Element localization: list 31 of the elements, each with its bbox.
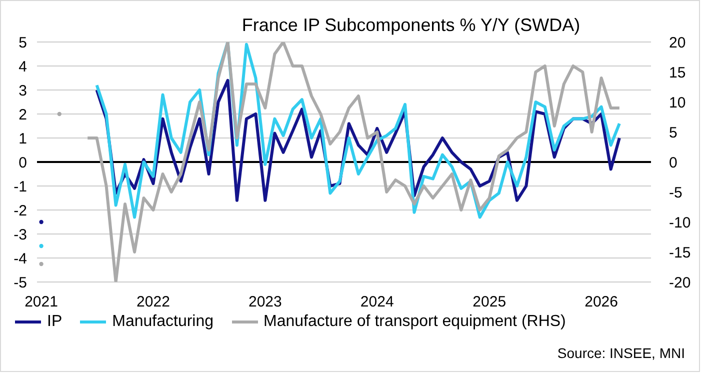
source-note: Source: INSEE, MNI (557, 345, 685, 361)
legend-label: IP (47, 313, 62, 331)
legend-label: Manufacturing (112, 313, 214, 331)
y2-tick-label: 5 (669, 124, 678, 142)
y2-tick-label: -5 (669, 184, 682, 202)
y-tick-label: 1 (18, 130, 27, 148)
y-tick-label: 5 (18, 34, 27, 52)
y-tick-label: -2 (14, 202, 27, 220)
x-tick-label: 2021 (24, 294, 58, 311)
y-tick-label: -4 (14, 250, 27, 268)
y-tick-label: 4 (18, 58, 27, 76)
y-tick-label: -3 (14, 226, 27, 244)
x-tick-label: 2022 (136, 294, 170, 311)
legend-label: Manufacture of transport equipment (RHS) (264, 313, 566, 331)
x-tick-label: 2023 (248, 294, 282, 311)
y-tick-label: 3 (18, 82, 27, 100)
x-tick-label: 2024 (360, 294, 394, 311)
y-tick-label: 2 (18, 106, 27, 124)
y-tick-label: -1 (14, 178, 27, 196)
x-tick-label: 2026 (584, 294, 618, 311)
y2-tick-label: 10 (669, 94, 686, 112)
chart-title: France IP Subcomponents % Y/Y (SWDA) (240, 15, 582, 36)
y2-tick-label: 0 (669, 154, 678, 172)
y2-tick-label: 20 (669, 34, 686, 52)
y2-tick-label: -15 (669, 244, 691, 262)
y2-tick-label: -20 (669, 274, 691, 292)
x-tick-label: 2025 (472, 294, 506, 311)
y2-tick-label: 15 (669, 64, 686, 82)
y-tick-label: -5 (14, 274, 27, 292)
y2-tick-label: -10 (669, 214, 691, 232)
y-tick-label: 0 (18, 154, 27, 172)
